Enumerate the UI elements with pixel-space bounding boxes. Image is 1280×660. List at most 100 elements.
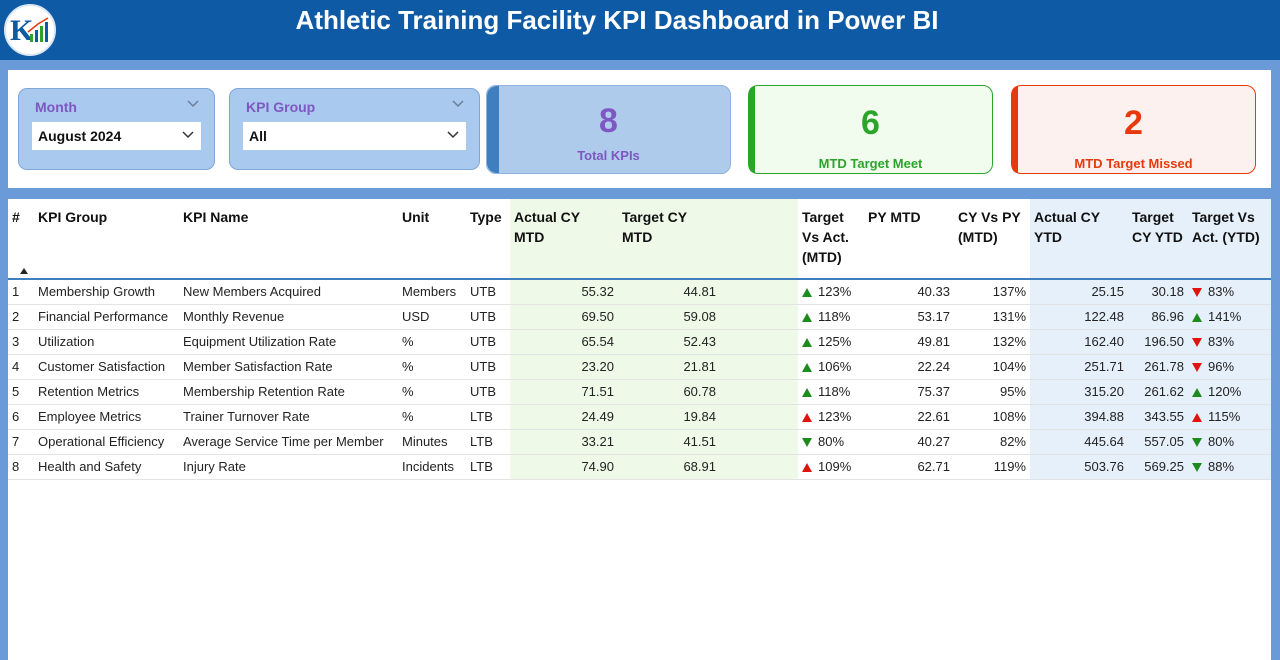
mtd-target-meet-value: 6 <box>861 104 880 142</box>
cell-spacer <box>720 429 798 455</box>
kpi-group-value: All <box>249 128 267 144</box>
col-header-type[interactable]: Type <box>466 199 510 280</box>
month-value: August 2024 <box>38 128 122 144</box>
kpi-group-slicer[interactable]: KPI Group All <box>229 88 480 170</box>
table-row[interactable]: 2 Financial Performance Monthly Revenue USD… <box>8 304 1271 330</box>
cell-unit: % <box>398 404 466 430</box>
cell-kpi-name: Membership Retention Rate <box>179 379 398 405</box>
col-header-actual-cy-ytd[interactable]: Actual CY YTD <box>1030 199 1128 280</box>
col-header-actual-cy-mtd[interactable]: Actual CY MTD <box>510 199 618 280</box>
cell-kpi-group: Health and Safety <box>34 454 179 480</box>
cell-row-number: 4 <box>8 354 34 380</box>
month-dropdown[interactable]: August 2024 <box>32 122 201 150</box>
cell-value: 83% <box>1208 334 1235 349</box>
cell-type: LTB <box>466 404 510 430</box>
cell-kpi-group: Retention Metrics <box>34 379 179 405</box>
table-row[interactable]: 4 Customer Satisfaction Member Satisfactio… <box>8 354 1271 380</box>
cell-target-vs-act-mtd: 123% <box>798 279 864 305</box>
cell-target-cy-ytd: 86.96 <box>1128 304 1188 330</box>
kpi-group-dropdown[interactable]: All <box>243 122 466 150</box>
cell-kpi-name: Injury Rate <box>179 454 398 480</box>
cell-target-vs-act-ytd: 115% <box>1188 404 1271 430</box>
table-row[interactable]: 3 Utilization Equipment Utilization Rate% U… <box>8 329 1271 355</box>
col-header-py-mtd[interactable]: PY MTD <box>864 199 954 280</box>
cell-type: UTB <box>466 354 510 380</box>
cell-actual-cy-mtd: 65.54 <box>510 329 618 355</box>
month-slicer[interactable]: Month August 2024 <box>18 88 215 170</box>
cell-unit: Minutes <box>398 429 466 455</box>
cell-target-vs-act-mtd: 123% <box>798 404 864 430</box>
cell-target-cy-ytd: 343.55 <box>1128 404 1188 430</box>
cell-actual-cy-ytd: 445.64 <box>1030 429 1128 455</box>
cell-target-cy-ytd: 261.62 <box>1128 379 1188 405</box>
triangle-up-icon <box>1192 313 1202 323</box>
col-header-unit[interactable]: Unit <box>398 199 466 280</box>
cell-kpi-name: Average Service Time per Member <box>179 429 398 455</box>
cell-target-vs-act-ytd: 83% <box>1188 279 1271 305</box>
filter-kpi-panel: Month August 2024 KPI Group All 8 Total … <box>8 70 1271 188</box>
card-accent-bar <box>487 86 499 173</box>
cell-value: 83% <box>1208 284 1235 300</box>
triangle-down-icon <box>1192 288 1202 298</box>
mtd-target-meet-caption: MTD Target Meet <box>818 156 923 171</box>
col-header-target-vs-act-ytd[interactable]: Target Vs Act. (YTD) <box>1188 199 1271 280</box>
card-accent-bar <box>749 86 755 173</box>
table-row[interactable]: 6 Employee Metrics Trainer Turnover Rate% L… <box>8 404 1271 430</box>
col-header-target-vs-act-mtd[interactable] <box>720 199 798 280</box>
cell-target-vs-act-mtd: 109% <box>798 454 864 480</box>
cell-value: 80% <box>1208 434 1235 449</box>
chevron-down-icon[interactable] <box>186 98 200 110</box>
triangle-down-icon <box>1192 463 1202 473</box>
cell-target-cy-mtd: 19.84 <box>618 404 720 430</box>
cell-actual-cy-mtd: 55.32 <box>510 279 618 305</box>
col-header-kpi-name[interactable]: KPI Name <box>179 199 398 280</box>
cell-value: 115% <box>1208 409 1241 424</box>
cell-actual-cy-ytd: 122.48 <box>1030 304 1128 330</box>
cell-actual-cy-ytd: 394.88 <box>1030 404 1128 430</box>
triangle-up-icon <box>802 413 812 423</box>
col-header-target-cy-ytd[interactable]: Target CY YTD <box>1128 199 1188 280</box>
cell-value: 109% <box>818 459 852 474</box>
triangle-up-icon <box>802 388 812 398</box>
table-row[interactable]: 8 Health and Safety Injury Rate Incidents LT… <box>8 454 1271 480</box>
total-kpis-card: 8 Total KPIs <box>486 85 731 174</box>
cell-unit: % <box>398 354 466 380</box>
cell-value: 96% <box>1208 359 1235 374</box>
cell-py-mtd: 53.17 <box>864 304 954 330</box>
cell-value: 118% <box>818 384 851 399</box>
cell-type: LTB <box>466 429 510 455</box>
table-row[interactable]: 7 Operational Efficiency Average Service T… <box>8 429 1271 455</box>
triangle-up-icon <box>802 313 812 323</box>
sort-ascending-icon[interactable] <box>20 268 28 274</box>
cell-value: 123% <box>818 284 852 300</box>
cell-kpi-group: Employee Metrics <box>34 404 179 430</box>
cell-target-cy-ytd: 196.50 <box>1128 329 1188 355</box>
table-row[interactable]: 5 Retention Metrics Membership Retention R… <box>8 379 1271 405</box>
mtd-target-missed-value: 2 <box>1124 104 1143 142</box>
cell-row-number: 2 <box>8 304 34 330</box>
col-header-kpi-group[interactable]: KPI Group <box>34 199 179 280</box>
cell-kpi-name: Monthly Revenue <box>179 304 398 330</box>
cell-py-mtd: 62.71 <box>864 454 954 480</box>
cell-row-number: 3 <box>8 329 34 355</box>
cell-cy-vs-py-mtd: 131% <box>954 304 1030 330</box>
cell-py-mtd: 49.81 <box>864 329 954 355</box>
chevron-down-icon[interactable] <box>181 129 195 141</box>
chevron-down-icon[interactable] <box>451 98 465 110</box>
col-header-target-vs-act-mtd-label[interactable]: Target Vs Act. (MTD) <box>798 199 864 280</box>
col-header-cy-vs-py-mtd[interactable]: CY Vs PY (MTD) <box>954 199 1030 280</box>
cell-spacer <box>720 379 798 405</box>
table-row[interactable]: 1 Membership Growth New Members Acquired Me… <box>8 279 1271 305</box>
cell-actual-cy-ytd: 503.76 <box>1030 454 1128 480</box>
triangle-up-icon <box>1192 388 1202 398</box>
chevron-down-icon[interactable] <box>446 129 460 141</box>
triangle-down-icon <box>1192 338 1202 348</box>
col-header-number[interactable]: # <box>8 199 34 280</box>
cell-target-cy-mtd: 44.81 <box>618 279 720 305</box>
kpi-logo-icon: K <box>4 4 56 56</box>
cell-unit: Incidents <box>398 454 466 480</box>
cell-value: 141% <box>1208 309 1242 324</box>
cell-target-cy-mtd: 60.78 <box>618 379 720 405</box>
cell-target-vs-act-ytd: 83% <box>1188 329 1271 355</box>
col-header-target-cy-mtd[interactable]: Target CY MTD <box>618 199 720 280</box>
